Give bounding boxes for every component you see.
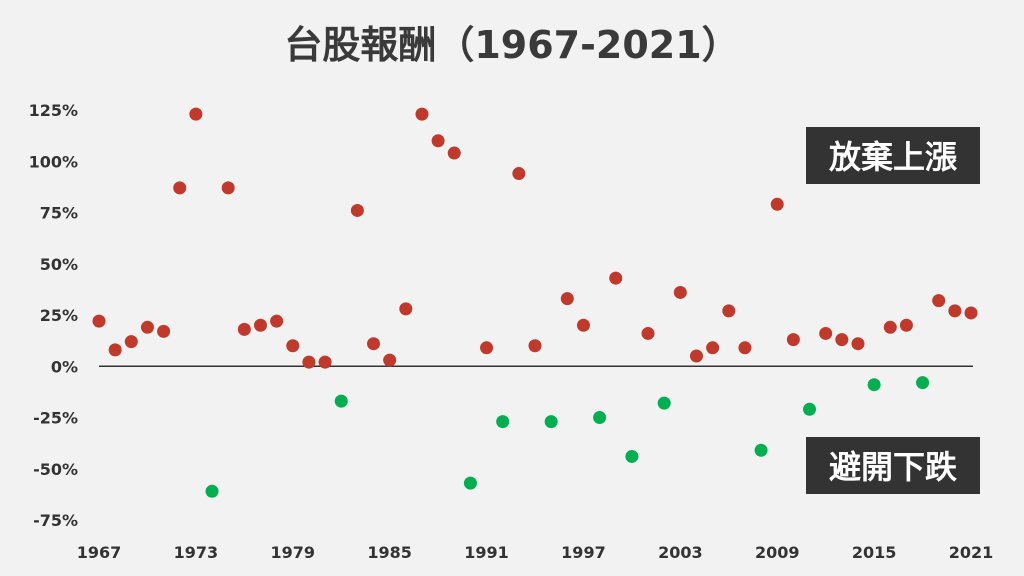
data-point <box>609 271 623 285</box>
data-point <box>318 355 332 369</box>
data-point <box>253 318 267 332</box>
data-point <box>383 353 397 367</box>
data-point <box>851 337 865 351</box>
data-point <box>625 449 639 463</box>
data-point <box>367 337 381 351</box>
data-point <box>754 443 768 457</box>
data-point <box>480 341 494 355</box>
data-point <box>883 320 897 334</box>
data-point <box>221 181 235 195</box>
data-point <box>399 302 413 316</box>
y-tick-label: 100% <box>29 152 78 171</box>
data-point <box>302 355 316 369</box>
y-tick-label: 50% <box>40 255 78 274</box>
data-point <box>657 396 671 410</box>
data-point <box>593 411 607 424</box>
data-point <box>173 181 187 195</box>
data-point <box>964 306 978 320</box>
x-tick-label: 1979 <box>271 543 316 562</box>
data-point <box>706 341 720 355</box>
data-point <box>770 197 784 211</box>
data-point <box>350 203 364 217</box>
data-point <box>560 292 574 306</box>
y-tick-label: 25% <box>40 306 78 325</box>
data-point <box>415 107 429 121</box>
data-point <box>722 304 736 318</box>
x-tick-label: 2021 <box>949 543 994 562</box>
annotation-up-label: 放棄上漲 <box>829 138 957 176</box>
x-tick-label: 1973 <box>174 543 219 562</box>
data-points <box>92 107 978 498</box>
data-point <box>334 394 348 408</box>
y-tick-label: -75% <box>33 511 78 530</box>
data-point <box>786 333 800 347</box>
data-point <box>819 326 833 340</box>
annotation-down-label: 避開下跌 <box>829 448 957 486</box>
annotation-down-box <box>806 437 980 494</box>
data-point <box>270 314 284 328</box>
data-point <box>641 326 655 340</box>
data-point <box>576 318 590 332</box>
data-point <box>92 314 106 328</box>
data-point <box>835 333 849 347</box>
data-point <box>932 294 946 308</box>
data-point <box>512 167 526 181</box>
data-point <box>447 146 461 160</box>
x-tick-label: 1967 <box>77 543 122 562</box>
data-point <box>867 378 881 392</box>
data-point <box>803 402 817 416</box>
x-axis-ticks: 1967 1973 1979 1985 1991 1997 2003 2009 2015 2021 <box>77 543 994 562</box>
y-tick-label: 125% <box>29 101 78 120</box>
chart-title: 台股報酬（1967-2021） <box>284 23 739 67</box>
data-point <box>124 335 138 349</box>
data-point <box>157 324 171 338</box>
data-point <box>544 415 558 429</box>
data-point <box>140 320 154 334</box>
data-point <box>108 343 122 357</box>
annotation-up: 放棄上漲 <box>806 127 980 184</box>
data-point <box>205 484 219 498</box>
y-tick-label: 75% <box>40 204 78 223</box>
x-tick-label: 2009 <box>755 543 800 562</box>
y-tick-label: 0% <box>51 357 78 376</box>
annotation-down: 避開下跌 <box>806 437 980 494</box>
data-point <box>189 107 203 121</box>
x-tick-label: 1985 <box>367 543 412 562</box>
y-tick-label: -50% <box>33 460 78 479</box>
data-point <box>689 349 703 363</box>
x-tick-label: 1991 <box>464 543 509 562</box>
data-point <box>237 322 251 336</box>
x-tick-label: 2003 <box>658 543 703 562</box>
data-point <box>738 341 752 355</box>
data-point <box>948 304 962 318</box>
data-point <box>673 285 687 299</box>
data-point <box>286 339 300 353</box>
y-tick-label: -25% <box>33 409 78 428</box>
data-point <box>431 134 445 148</box>
x-tick-label: 1997 <box>561 543 606 562</box>
annotation-up-box <box>806 127 980 184</box>
data-point <box>528 339 542 353</box>
data-point <box>463 476 477 490</box>
y-axis-ticks: 125% 100% 75% 50% 25% 0% -25% -50% -75% <box>29 101 78 530</box>
data-point <box>916 376 930 390</box>
x-tick-label: 2015 <box>852 543 897 562</box>
data-point <box>496 415 510 429</box>
data-point <box>899 318 913 332</box>
